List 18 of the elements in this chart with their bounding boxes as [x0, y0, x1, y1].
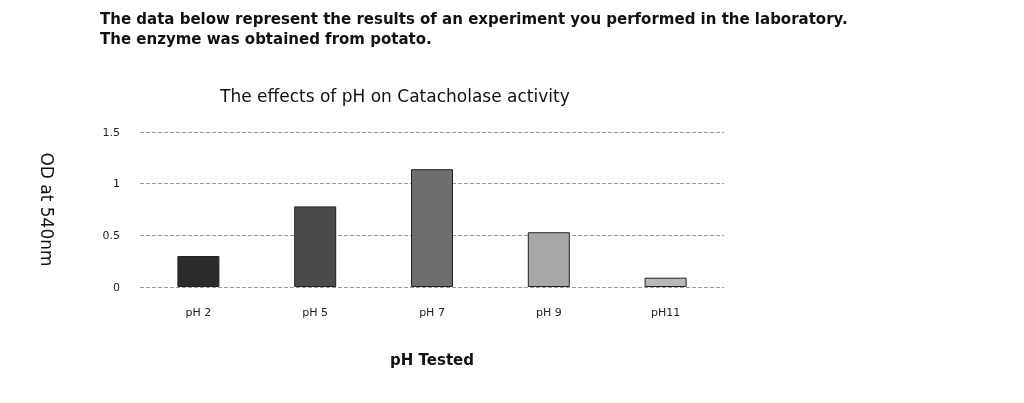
x-tick-label: pH 5	[302, 306, 329, 319]
y-tick-label: 1.5	[102, 125, 120, 139]
chart-subtitle: The data below represent the results of an experiment you performed in the laboratory. The enzyme was obtained from potato.	[100, 10, 853, 48]
bar	[644, 277, 687, 287]
x-tick-label: pH 2	[185, 306, 212, 319]
x-tick-label: pH 7	[419, 306, 445, 319]
x-tick-label: pH11	[650, 306, 681, 319]
y-tick-label: 0	[113, 280, 120, 294]
bar	[177, 256, 220, 287]
bar	[411, 169, 453, 287]
bar	[527, 232, 570, 287]
x-tick-label: pH 9	[535, 306, 562, 319]
chart-title: The effects of pH on Catacholase activity	[219, 85, 570, 106]
y-axis-title: OD at 540nm	[36, 152, 57, 267]
bar	[294, 206, 337, 287]
y-tick-label: 1	[113, 177, 120, 191]
y-tick-label: 0.5	[102, 228, 120, 242]
x-axis-title: pH Tested	[390, 350, 474, 369]
